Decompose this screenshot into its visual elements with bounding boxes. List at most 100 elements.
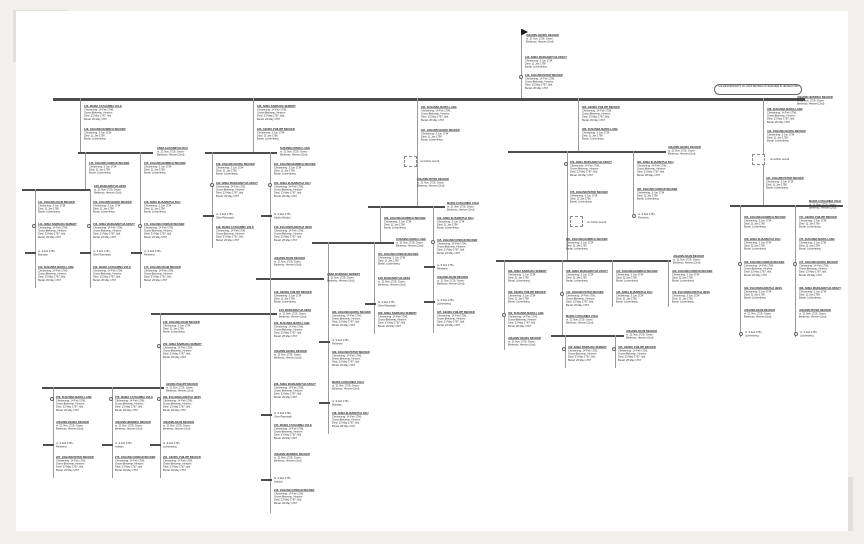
person-name-line: 384. ANNA ELISABETHA RAU (637, 160, 674, 164)
person-block: 204. ANNA ELISABETHA RAU Christening: 14 … (274, 182, 375, 226)
person-block: 267. JOHANN PETER BECKER Christening: 14 … (56, 456, 161, 500)
person-detail-line: m. 21 Nov 1729, Gross- (274, 352, 302, 357)
person-detail-line: Burial: 26 May 1767 (274, 194, 298, 198)
descent-connector-line (112, 387, 113, 478)
person-name-line: MARIA CATHARINA VOLK (447, 201, 480, 205)
marriage-tick (131, 252, 142, 254)
person-detail-line: Bieberau, Hessen (2nd) (332, 386, 360, 391)
person-block: 360. ANNA BARBARA SEIBERT Christening: 14… (378, 312, 485, 356)
person-detail-line: Christening: 14 Feb 1706, (163, 458, 193, 463)
person-name-line: m. 9 Feb 1751, (745, 330, 763, 334)
person-detail-line: Burial: 26 May 1767 (332, 323, 356, 327)
person-name-line: JOHANN GEORG BECKER (274, 349, 307, 353)
person-detail-line: Died: 11 Jan 1790 (38, 206, 59, 211)
person-name-line: 156. ANNA MARGARETHA KRAFT (93, 222, 135, 226)
person-detail-line: Christening: 14 Feb 1706, (93, 268, 123, 273)
person-name-line: 339. JOHANN PETER BECKER (332, 350, 370, 354)
person-detail-line: Died: 11 Jan 1790 (672, 275, 693, 280)
person-detail-line: Reinheim (332, 341, 343, 346)
person-detail-line: Christening: 14 Feb 1706, (332, 313, 362, 318)
person-name-line: m. 9 Feb 1751, (93, 249, 111, 253)
person-detail-line: Gross-Bieberau, Hessen (274, 327, 303, 332)
person-name-line: 453. JOHANN HEINRICH BECKER (744, 215, 786, 219)
person-detail-line: Died: 23 May 1767, ibid. (163, 465, 191, 469)
person-block: no further record (587, 221, 640, 230)
person-name-line: JOHANN ADAM BECKER (437, 275, 468, 279)
person-detail-line: Burial: 26 May 1767 (84, 117, 108, 121)
person-detail-line: Christening: 14 Feb 1706, (115, 458, 145, 463)
person-name-line: 294. SUSANNA MARIA LANG (421, 105, 457, 109)
marriage-tick (43, 444, 54, 446)
person-name-line: 462. EVA MARGARETHA HESS (744, 286, 782, 290)
person-name-line: m. 9 Feb 1751, (332, 338, 350, 342)
person-block: 411. JOHANN PETER BECKER Christening: 14 … (566, 291, 670, 335)
person-detail-line: Died: 11 Jan 1790 (672, 296, 693, 301)
family-bus-line (78, 152, 153, 154)
person-detail-line: Burial: 26 May 1767 (378, 324, 402, 328)
person-detail-line: Died: 23 May 1767, ibid. (84, 114, 112, 118)
person-detail-line: m. 21 Nov 1729, Gross- (668, 148, 696, 153)
person-detail-line: Christening: 14 Feb 1706, (437, 313, 467, 318)
person-name-line: 402. SUSANNA MARIA LANG (508, 311, 544, 315)
union-circle-icon (502, 313, 506, 317)
chart-title-text: THE DESCENDANTS OF HANS BECKER OF REINHE… (717, 85, 799, 88)
person-block: 426. EVA MARGARETHA HESS Christening: 3 J… (672, 291, 777, 326)
marriage-tick (203, 215, 214, 217)
person-name-line: 372. ANNA MARGARETHA KRAFT (570, 160, 612, 164)
person-block: 396. ANNA BARBARA SEIBERT Christening: 3 … (508, 270, 615, 305)
union-circle-icon (564, 162, 568, 166)
person-detail-line: Burial: Lichtenberg (89, 171, 111, 175)
person-name-line: m. 9 Feb 1751, (437, 263, 455, 267)
person-detail-line: m. 21 Nov 1729, Gross- (280, 149, 308, 154)
person-detail-line: Died: 23 May 1767, ibid. (274, 331, 302, 335)
person-detail-line: Christening: 3 Jun 1734 (744, 218, 772, 223)
person-block: no further record (420, 160, 473, 169)
person-name-line: 279. JOHANN CONRAD BECKER (115, 455, 156, 459)
person-detail-line: Died: 23 May 1767, ibid. (437, 248, 465, 252)
person-detail-line: m. 21 Nov 1729, Gross- (417, 180, 445, 185)
person-detail-line: Died: 11 Jan 1790 (566, 275, 587, 280)
person-detail-line: Gross-Bieberau, Hessen (274, 429, 303, 434)
union-circle-icon (632, 214, 636, 218)
person-name-line: 447. JOHANN PETER BECKER (766, 176, 804, 180)
person-detail-line: Christening: 3 Jun 1734 (144, 164, 172, 169)
person-detail-line: Died: 23 May 1767, ibid. (799, 270, 827, 274)
person-detail-line: Burial: 26 May 1767 (274, 238, 298, 242)
person-detail-line: Gross-Bieberau, Hessen (257, 110, 286, 115)
person-detail-line: Gross-Bieberau, Hessen (93, 228, 122, 233)
person-detail-line: Died: 23 May 1767, ibid. (618, 355, 646, 359)
person-detail-line: Burial: 26 May 1767 (421, 118, 445, 122)
person-block: m. 9 Feb 1751, Lichtenberg (800, 331, 848, 349)
person-detail-line: Bieberau, Hessen (2nd) (166, 388, 194, 393)
person-detail-line: Christening: 3 Jun 1734 (570, 193, 598, 198)
person-name-line: 144. ANNA BARBARA SEIBERT (38, 222, 77, 226)
person-detail-line: Died: 11 Jan 1790 (616, 296, 637, 301)
person-detail-line: m. 21 Nov 1729, Gross- (56, 423, 84, 428)
person-detail-line: Burial: Lichtenberg (437, 226, 459, 230)
person-name-line: 351. JOHANN CONRAD BECKER (378, 252, 419, 256)
person-block: JOHANN GEORG BECKER m. 21 Nov 1729, Gross… (508, 337, 599, 363)
family-bus-line (151, 313, 277, 315)
person-detail-line: Burial: Lichtenberg (384, 226, 406, 230)
person-block: 249. JOHANN ADAM BECKER Christening: 3 Ju… (163, 321, 265, 356)
person-detail-line: Burial: 26 May 1767 (38, 235, 62, 239)
person-detail-line: Christening: 14 Feb 1706, (93, 225, 123, 230)
person-detail-line: Died: 11 Jan 1790 (744, 243, 765, 248)
person-block: 453. JOHANN HEINRICH BECKER Christening: … (744, 216, 859, 251)
person-block: JOHANN GEORG BECKER m. 21 Nov 1729, Gross… (274, 350, 365, 376)
person-name-line: 315. JOHANN CONRAD BECKER (437, 238, 478, 242)
person-name-line: JOHANN ADAM BECKER (673, 254, 704, 258)
person-name-line: 441. JOHANN GEORG BECKER (767, 129, 806, 133)
person-detail-line: Bieberau, Hessen (2nd) (447, 207, 475, 212)
person-detail-line: Burial: 26 May 1767 (144, 235, 168, 239)
person-detail-line: Bieberau, Hessen (2nd) (163, 426, 191, 431)
person-detail-line: Bieberau, Hessen (2nd) (274, 262, 302, 267)
person-detail-line: Christening: 3 Jun 1734 (89, 164, 117, 169)
marriage-tick (80, 252, 91, 254)
person-name-line: JOHANN ADAM BECKER (274, 256, 305, 260)
person-detail-line: Bieberau, Hessen (2nd) (274, 355, 302, 360)
person-detail-line: m. 21 Nov 1729, Gross- (157, 149, 185, 154)
person-detail-line: Bieberau, Hessen (2nd) (626, 335, 654, 340)
person-detail-line: Gross-Bieberau, Hessen (637, 166, 666, 171)
person-detail-line: Christening: 3 Jun 1734 (767, 132, 795, 137)
